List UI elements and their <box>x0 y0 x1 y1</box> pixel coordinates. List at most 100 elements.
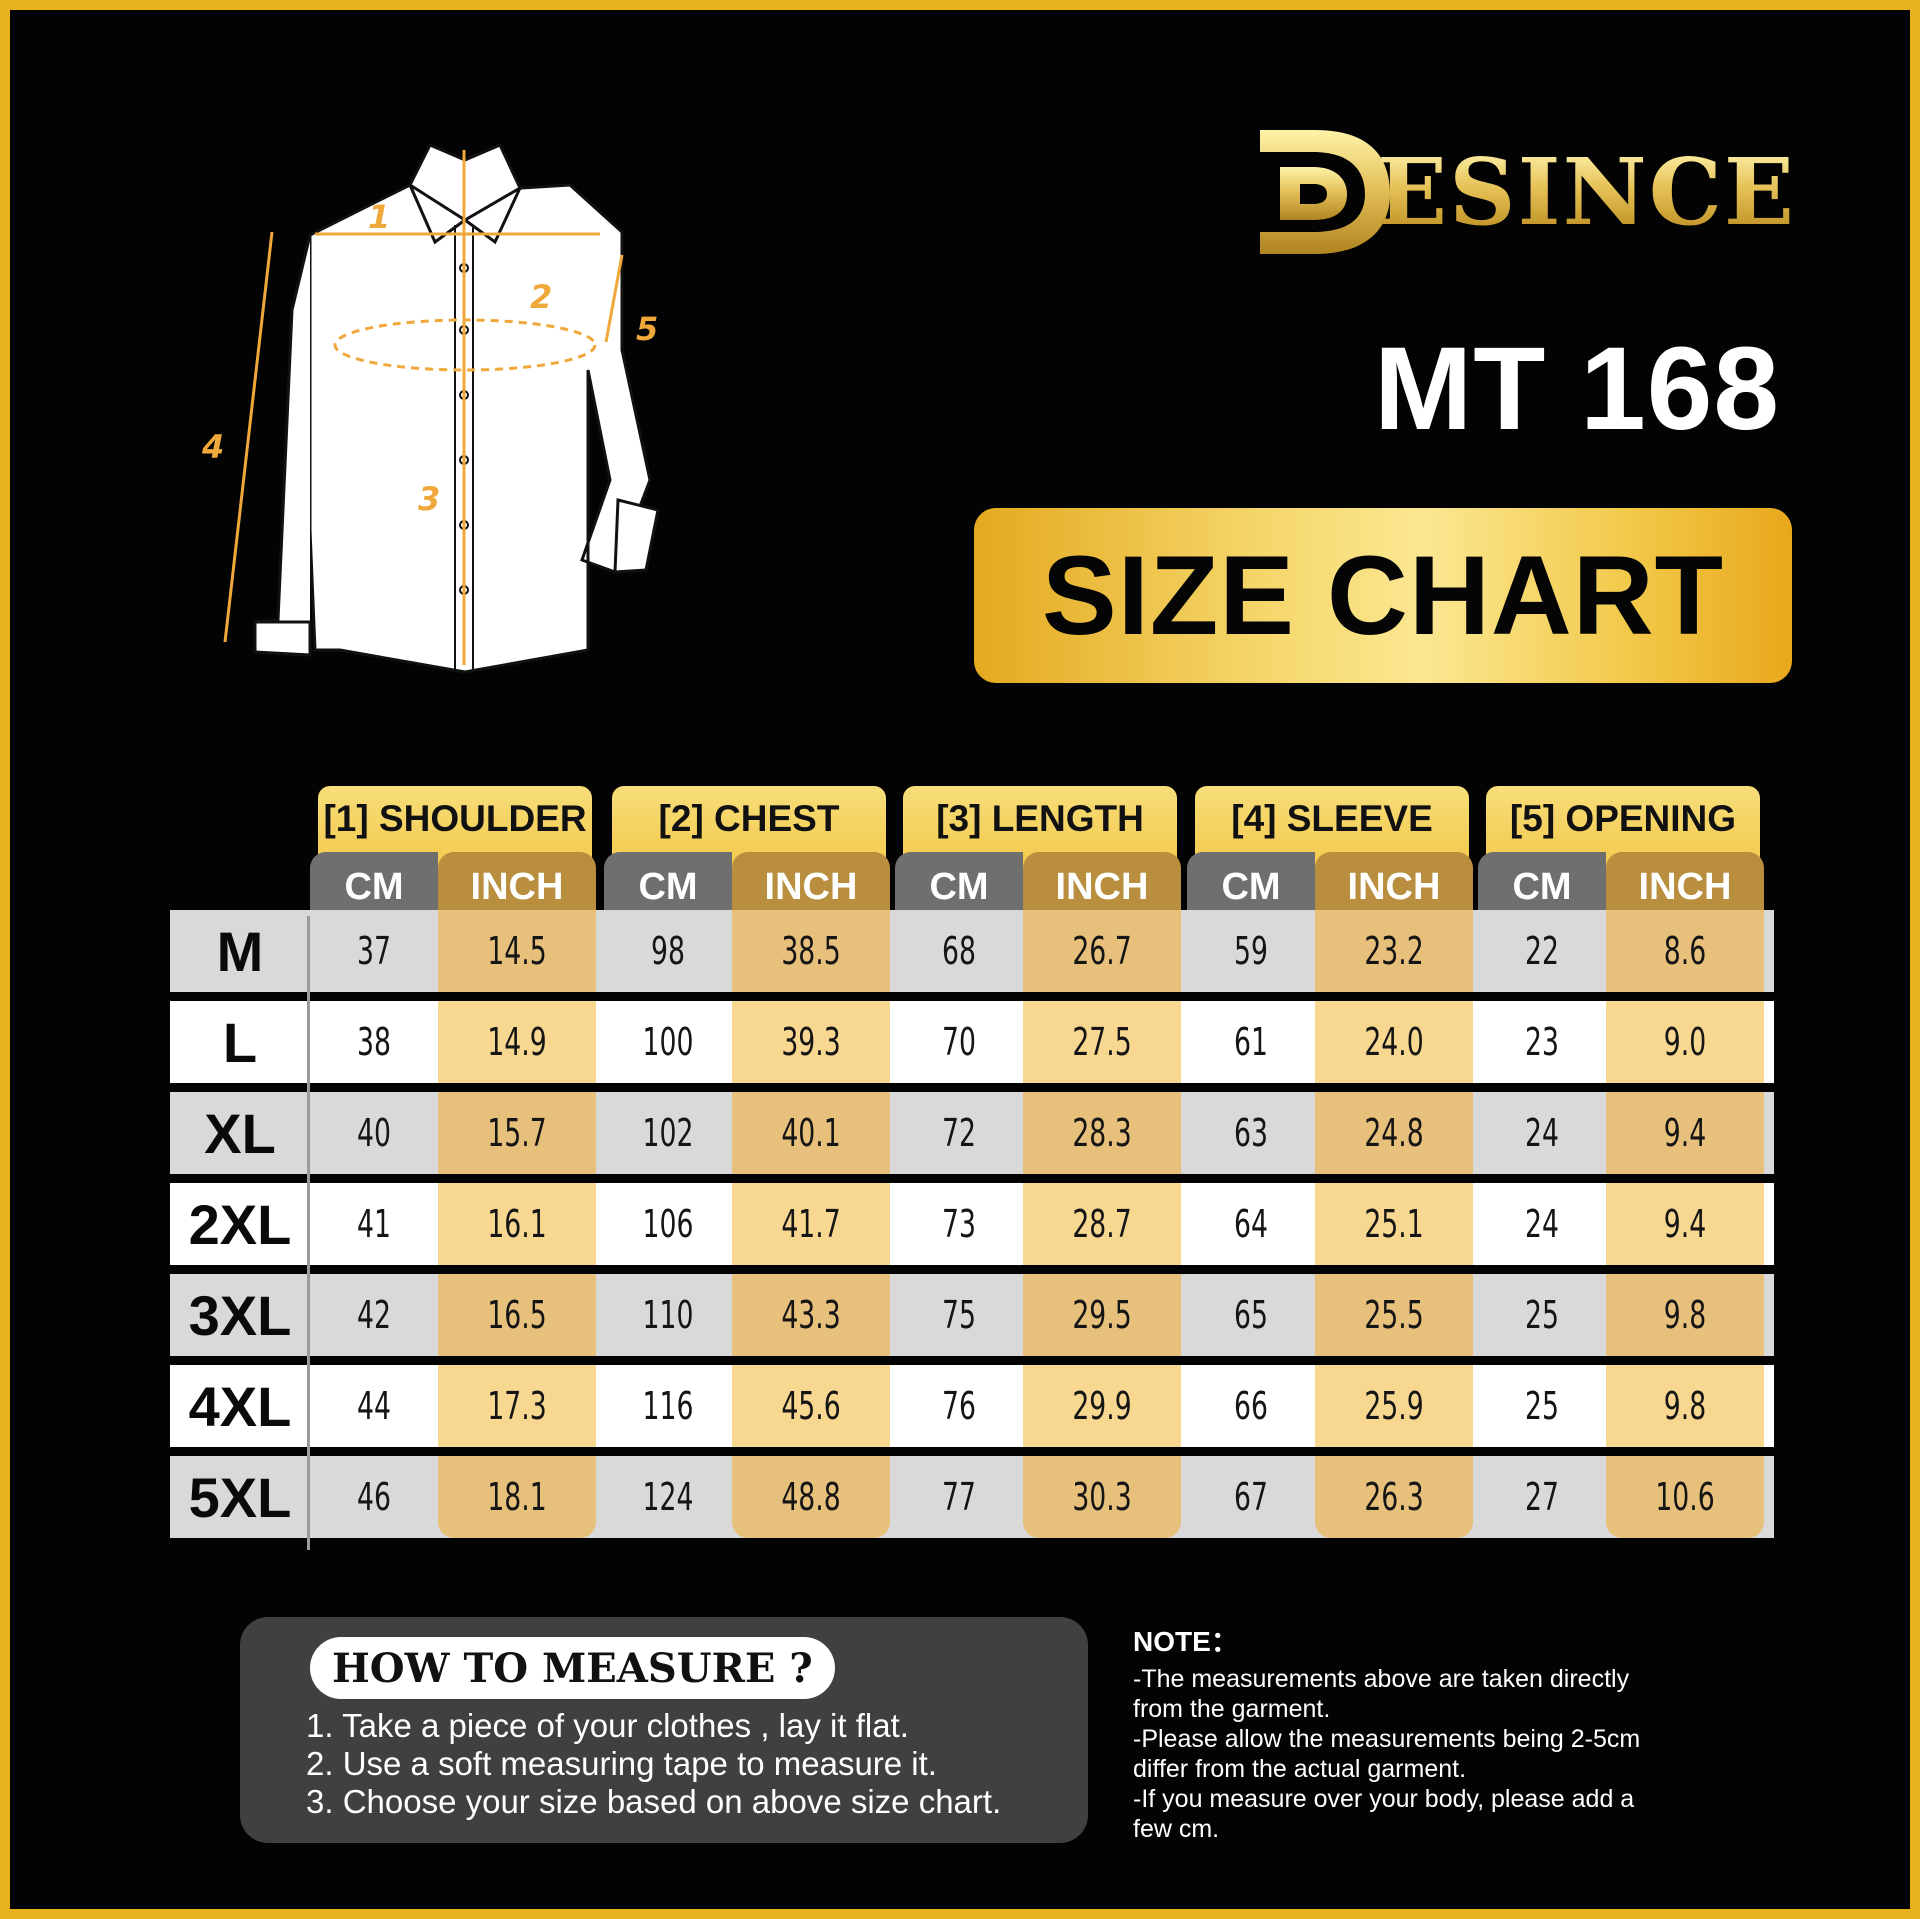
cm-value: 116 <box>642 1384 694 1428</box>
inch-cell-background <box>1315 1001 1473 1083</box>
cm-value: 38 <box>357 1020 391 1064</box>
inch-value: 45.6 <box>781 1384 841 1428</box>
inch-value: 18.1 <box>487 1475 547 1519</box>
note-title: NOTE： <box>1133 1626 1239 1657</box>
marker-1: 1 <box>368 198 390 236</box>
inch-value: 15.7 <box>487 1111 547 1155</box>
cm-value: 24 <box>1525 1111 1559 1155</box>
cm-value: 25 <box>1525 1293 1559 1337</box>
inch-value: 14.5 <box>487 929 547 973</box>
inch-cell-background <box>1606 1274 1764 1356</box>
cm-value: 59 <box>1234 929 1268 973</box>
cm-value: 72 <box>942 1111 976 1155</box>
model-number: MT 168 <box>1373 323 1780 455</box>
howto-step-1: 1. Take a piece of your clothes , lay it… <box>306 1707 909 1744</box>
marker-4: 4 <box>201 428 224 466</box>
inch-cell-background <box>1023 1456 1181 1538</box>
inch-value: 26.7 <box>1072 929 1132 973</box>
inch-value: 9.4 <box>1663 1111 1707 1155</box>
cm-value: 44 <box>357 1384 391 1428</box>
cm-value: 110 <box>642 1293 694 1337</box>
inch-cell-background <box>1023 1274 1181 1356</box>
cm-value: 24 <box>1525 1202 1559 1246</box>
inch-value: 29.9 <box>1072 1384 1132 1428</box>
inch-value: 38.5 <box>781 929 841 973</box>
inch-value: 9.0 <box>1663 1020 1707 1064</box>
cm-value: 102 <box>642 1111 694 1155</box>
inch-cell-background <box>732 1092 890 1174</box>
column-group-header: [2] CHEST <box>612 786 886 870</box>
cm-value: 68 <box>942 929 976 973</box>
inch-cell-background <box>1023 910 1181 992</box>
inch-value: 25.1 <box>1364 1202 1424 1246</box>
cm-value: 98 <box>651 929 685 973</box>
size-table: [1] SHOULDER CM INCH [2] CHEST CM INCH [3] LEN… <box>10 10 1910 1610</box>
inch-value: 9.4 <box>1663 1202 1707 1246</box>
cm-value: 77 <box>942 1475 976 1519</box>
brand-logo: ESINCE <box>1255 122 1795 262</box>
size-chart-poster: 1 2 3 4 5 ESINCE MT 168 SIZE CHART [1] S… <box>10 10 1910 1909</box>
inch-value: 9.8 <box>1663 1384 1707 1428</box>
inch-cell-background <box>732 910 890 992</box>
banner-title: SIZE CHART <box>1042 533 1724 658</box>
cm-value: 63 <box>1234 1111 1268 1155</box>
inch-value: 26.3 <box>1364 1475 1424 1519</box>
marker-5: 5 <box>636 310 658 348</box>
cm-value: 73 <box>942 1202 976 1246</box>
inch-cell-background <box>1315 1365 1473 1447</box>
inch-cell-background <box>732 1456 890 1538</box>
size-label: 3XL <box>188 1283 292 1347</box>
inch-value: 41.7 <box>781 1202 841 1246</box>
table-row: M <box>170 910 1774 992</box>
inch-value: 10.6 <box>1655 1475 1715 1519</box>
cm-value: 76 <box>942 1384 976 1428</box>
inch-cell-background <box>1315 1183 1473 1265</box>
brand-name: ESINCE <box>1377 138 1797 246</box>
inch-cell-background <box>438 910 596 992</box>
inch-cell-background <box>438 1183 596 1265</box>
cm-value: 61 <box>1234 1020 1268 1064</box>
table-row: 5XL <box>170 1456 1774 1538</box>
note-line: few cm. <box>1133 1815 1220 1843</box>
note-line: differ from the actual garment. <box>1133 1755 1467 1783</box>
note-line: -Please allow the measurements being 2-5… <box>1133 1725 1641 1753</box>
inch-value: 16.1 <box>487 1202 547 1246</box>
inch-cell-background <box>1606 1365 1764 1447</box>
shirt-measurement-diagram: 1 2 3 4 5 <box>201 143 660 674</box>
size-label: XL <box>204 1101 276 1165</box>
marker-3: 3 <box>418 480 440 518</box>
size-label: 5XL <box>188 1465 292 1529</box>
table-row: 4XL <box>170 1365 1774 1447</box>
inch-value: 25.9 <box>1364 1384 1424 1428</box>
cm-value: 66 <box>1234 1384 1268 1428</box>
inch-cell-background <box>1606 1001 1764 1083</box>
inch-value: 28.7 <box>1072 1202 1132 1246</box>
inch-value: 27.5 <box>1072 1020 1132 1064</box>
inch-value: 24.8 <box>1364 1111 1424 1155</box>
cm-value: 27 <box>1525 1475 1559 1519</box>
inch-cell-background <box>1606 1183 1764 1265</box>
inch-cell-background <box>732 1001 890 1083</box>
inch-value: 14.9 <box>487 1020 547 1064</box>
inch-cell-background <box>438 1274 596 1356</box>
inch-value: 8.6 <box>1663 929 1707 973</box>
inch-cell-background <box>1606 1456 1764 1538</box>
size-label: 2XL <box>188 1192 292 1256</box>
cm-value: 46 <box>357 1475 391 1519</box>
inch-cell-background <box>1315 910 1473 992</box>
cm-value: 41 <box>357 1202 391 1246</box>
inch-cell-background <box>1606 1092 1764 1174</box>
inch-cell-background <box>1315 1274 1473 1356</box>
table-row: L <box>170 1001 1774 1083</box>
cm-value: 40 <box>357 1111 391 1155</box>
howto-step-3: 3. Choose your size based on above size … <box>306 1783 1002 1820</box>
cm-value: 37 <box>357 929 391 973</box>
cm-value: 23 <box>1525 1020 1559 1064</box>
inch-value: 9.8 <box>1663 1293 1707 1337</box>
howto-step-2: 2. Use a soft measuring tape to measure … <box>306 1745 937 1782</box>
cm-value: 65 <box>1234 1293 1268 1337</box>
inch-cell-background <box>1023 1183 1181 1265</box>
inch-cell-background <box>1023 1001 1181 1083</box>
cm-value: 64 <box>1234 1202 1268 1246</box>
inch-value: 28.3 <box>1072 1111 1132 1155</box>
